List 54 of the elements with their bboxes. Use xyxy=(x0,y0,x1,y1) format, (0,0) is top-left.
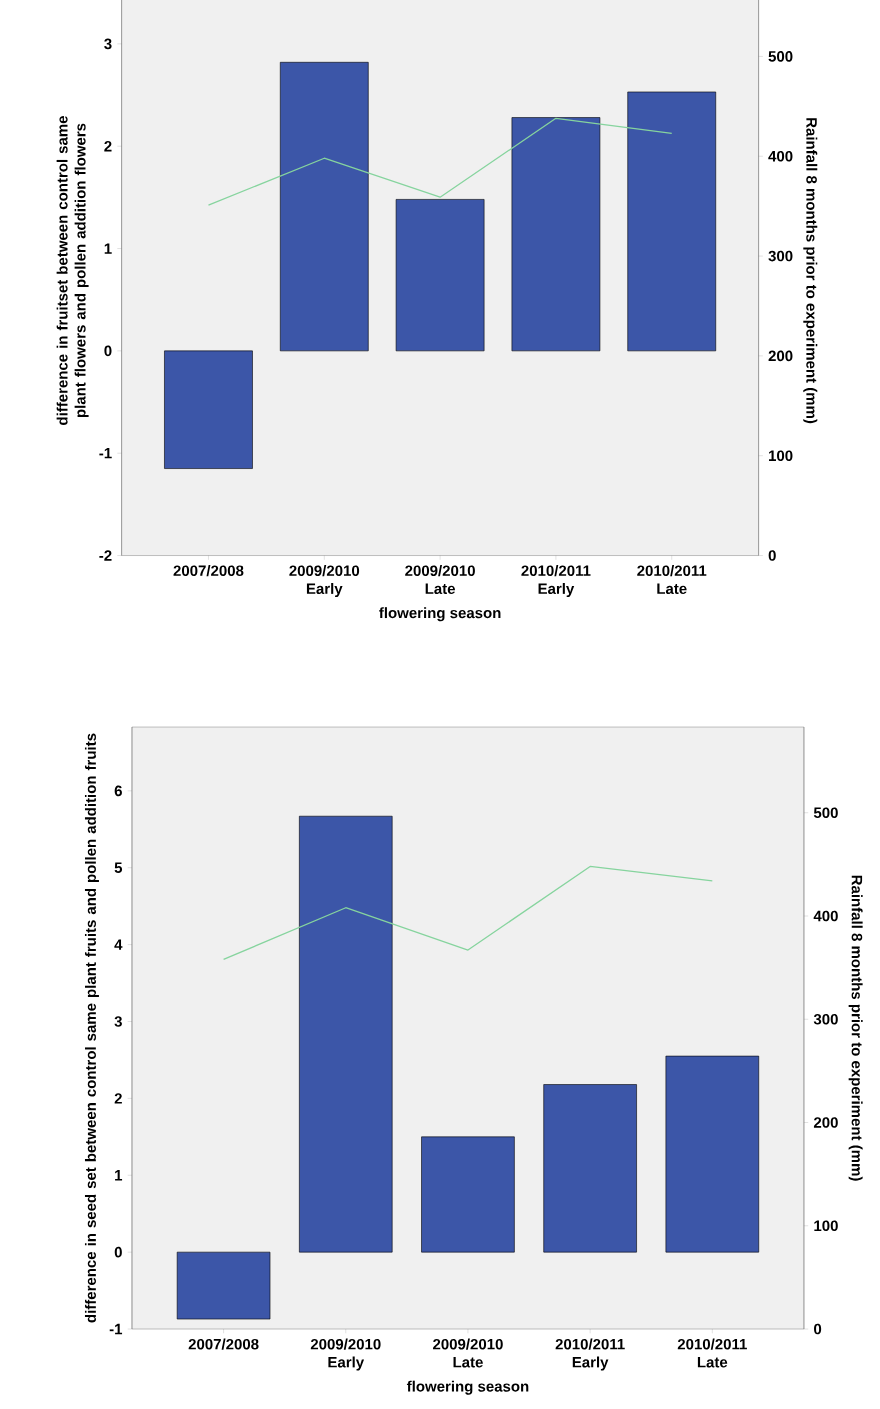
x-tick-label: 2007/2008 xyxy=(173,565,244,577)
y-tick-label: 1 xyxy=(104,243,112,254)
bar xyxy=(421,1136,515,1253)
y-tick-label: 3 xyxy=(104,38,112,50)
line-series xyxy=(207,117,673,206)
y-tick-label: -1 xyxy=(99,448,112,459)
y-tick-label: 2 xyxy=(104,140,112,152)
y2-axis-title: Rainfall 8 months prior to experiment (mm) xyxy=(803,118,818,424)
y-tick-label: 6 xyxy=(114,785,122,797)
y2-tick-label: 0 xyxy=(768,550,776,561)
bar xyxy=(279,61,369,352)
bar xyxy=(665,1055,760,1253)
line-series xyxy=(222,865,713,961)
y-tick-label: 1 xyxy=(115,1170,123,1181)
bar xyxy=(299,815,393,1253)
x-tick-label: 2007/2008 xyxy=(188,1338,259,1350)
y2-tick-label: 400 xyxy=(813,910,838,922)
y-axis-title: difference in seed set between control same plant fruits and pollen addition fruits xyxy=(84,733,99,1323)
y-tick-label: 4 xyxy=(114,939,123,950)
bar xyxy=(176,1251,271,1320)
y-tick-label: 2 xyxy=(114,1093,122,1104)
y-tick-label: 0 xyxy=(104,345,112,357)
y2-tick-label: 300 xyxy=(768,250,793,262)
x-axis-title: flowering season xyxy=(379,607,501,622)
y-tick-label: -2 xyxy=(99,550,112,561)
bar xyxy=(627,91,717,352)
y2-tick-label: 500 xyxy=(813,807,838,819)
x-axis-title: flowering season xyxy=(406,1380,529,1395)
bar xyxy=(543,1084,637,1253)
y-tick-label: 3 xyxy=(114,1016,122,1027)
y-tick-label: 5 xyxy=(114,862,123,873)
x-tick-label: 2009/2010 Late xyxy=(433,1338,503,1368)
bar xyxy=(395,199,485,352)
y2-axis-title: Rainfall 8 months prior to experiment (mm) xyxy=(848,875,863,1181)
y2-tick-label: 0 xyxy=(814,1323,822,1335)
bar xyxy=(511,117,601,352)
x-tick-label: 2010/2011 Late xyxy=(637,565,707,595)
x-tick-label: 2009/2010 Early xyxy=(289,565,360,597)
bar xyxy=(164,350,253,469)
y-tick-label: 0 xyxy=(114,1246,122,1258)
y-tick-label: -1 xyxy=(109,1323,123,1335)
x-tick-label: 2010/2011 Early xyxy=(521,565,591,597)
y2-tick-label: 500 xyxy=(768,51,793,62)
y-axis-title: difference in fruitset between control same plant flowers and pollen addition flowers xyxy=(56,116,89,425)
x-tick-label: 2009/2010 Late xyxy=(405,565,475,595)
x-tick-label: 2010/2011 Late xyxy=(677,1338,747,1368)
y2-tick-label: 100 xyxy=(769,450,793,462)
y2-tick-label: 200 xyxy=(768,350,793,362)
x-tick-label: 2010/2011 Early xyxy=(555,1338,625,1371)
x-tick-label: 2009/2010 Early xyxy=(310,1338,381,1371)
y2-tick-label: 400 xyxy=(768,150,793,162)
y2-tick-label: 100 xyxy=(814,1220,838,1232)
y2-tick-label: 200 xyxy=(813,1117,838,1128)
y2-tick-label: 300 xyxy=(813,1013,838,1025)
